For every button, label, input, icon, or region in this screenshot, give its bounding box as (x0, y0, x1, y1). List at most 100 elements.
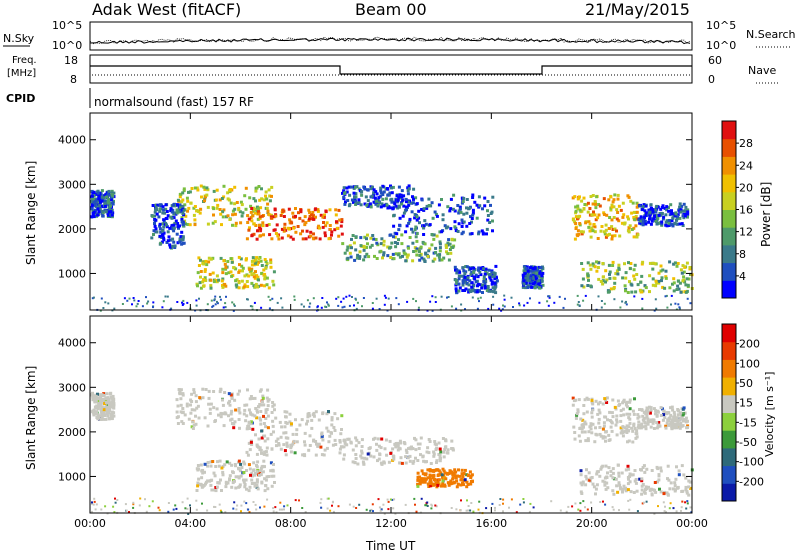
velocity-cell (422, 459, 426, 463)
power-cell (431, 259, 435, 263)
power-cell (113, 307, 116, 310)
power-cell (604, 223, 608, 227)
velocity-cell (469, 509, 472, 512)
power-cell (308, 211, 312, 215)
power-cell (327, 303, 330, 306)
power-cell (205, 193, 209, 197)
velocity-cell (206, 461, 210, 464)
power-cell (390, 191, 394, 195)
power-cell (100, 209, 104, 213)
velocity-cell (502, 510, 504, 513)
velocity-cell (95, 412, 98, 416)
power-cell (447, 238, 451, 242)
nave-tick-top: 60 (708, 54, 722, 67)
velocity-cell (636, 425, 640, 429)
power-cell (164, 203, 168, 207)
power-cell (323, 231, 327, 235)
velocity-cell (396, 441, 399, 445)
velocity-cell (427, 451, 431, 455)
power-cell (227, 271, 231, 275)
power-cell (412, 250, 416, 253)
power-cell (597, 213, 601, 217)
power-cell (611, 234, 614, 238)
power-cell (96, 207, 100, 211)
power-cell (172, 226, 176, 230)
power-cell (103, 201, 107, 205)
power-cell (640, 221, 644, 225)
power-cell (485, 232, 488, 236)
velocity-cell (611, 415, 615, 419)
velocity-cell (604, 487, 608, 491)
velocity-cell (259, 418, 263, 422)
velocity-cell (387, 508, 390, 511)
power-cell (595, 260, 598, 264)
power-cell (640, 262, 644, 266)
power-cell (479, 266, 483, 270)
power-cell (337, 208, 341, 212)
power-cell (635, 201, 639, 205)
power-cell (391, 185, 395, 189)
velocity-cell (389, 498, 392, 501)
power-cell (524, 281, 528, 285)
power-cell (589, 284, 593, 288)
power-cell (586, 261, 590, 265)
velocity-cell (498, 504, 501, 506)
velocity-cell (377, 457, 381, 461)
velocity-cell (674, 424, 678, 428)
velocity-cell (209, 479, 213, 482)
velocity-cell (418, 475, 422, 479)
velocity-cell (186, 507, 189, 510)
power-cell (575, 217, 579, 221)
velocity-cell (626, 440, 629, 444)
x-tick-label: 00:00 (676, 517, 708, 530)
power-cell (269, 258, 273, 262)
velocity-cell (383, 512, 386, 515)
velocity-cell (283, 508, 285, 511)
power-cell (371, 234, 375, 237)
velocity-cell (247, 425, 251, 429)
power-cell (524, 286, 528, 290)
power-cell (405, 208, 408, 212)
power-cell (209, 284, 213, 288)
velocity-cell (424, 473, 428, 477)
velocity-cell (429, 462, 433, 465)
power-cell (453, 238, 457, 242)
power-cell (342, 297, 345, 300)
power-cell (271, 279, 275, 283)
power-cell (360, 190, 364, 194)
power-cell (465, 265, 469, 269)
colorbar-tick-label: -50 (739, 436, 757, 449)
velocity-cell (686, 426, 689, 429)
power-cell (379, 194, 383, 198)
power-cell (334, 213, 338, 217)
power-cell (578, 195, 581, 199)
velocity-cell (400, 461, 404, 465)
power-cell (178, 237, 182, 241)
power-cell (679, 290, 683, 294)
power-cell (462, 220, 466, 224)
velocity-cell (404, 455, 408, 459)
power-cell (258, 256, 262, 259)
velocity-cell (689, 506, 692, 509)
power-cell (193, 218, 197, 222)
power-cell (102, 196, 106, 200)
velocity-cell (240, 466, 244, 469)
power-cell (260, 306, 263, 309)
power-cell (500, 309, 503, 312)
velocity-cell (102, 408, 106, 412)
power-cell (376, 198, 380, 202)
power-cell (213, 298, 216, 301)
velocity-cell (610, 421, 614, 425)
power-cell (613, 298, 616, 301)
velocity-cell (619, 419, 623, 423)
power-cell (109, 210, 113, 214)
power-cell (382, 251, 386, 255)
velocity-cell (298, 499, 300, 502)
velocity-cell (591, 482, 595, 486)
velocity-cell (323, 448, 327, 452)
power-cell (681, 224, 685, 227)
velocity-cell (238, 485, 242, 489)
power-cell (186, 209, 189, 213)
power-cell (396, 253, 400, 257)
velocity-cell (601, 402, 605, 406)
